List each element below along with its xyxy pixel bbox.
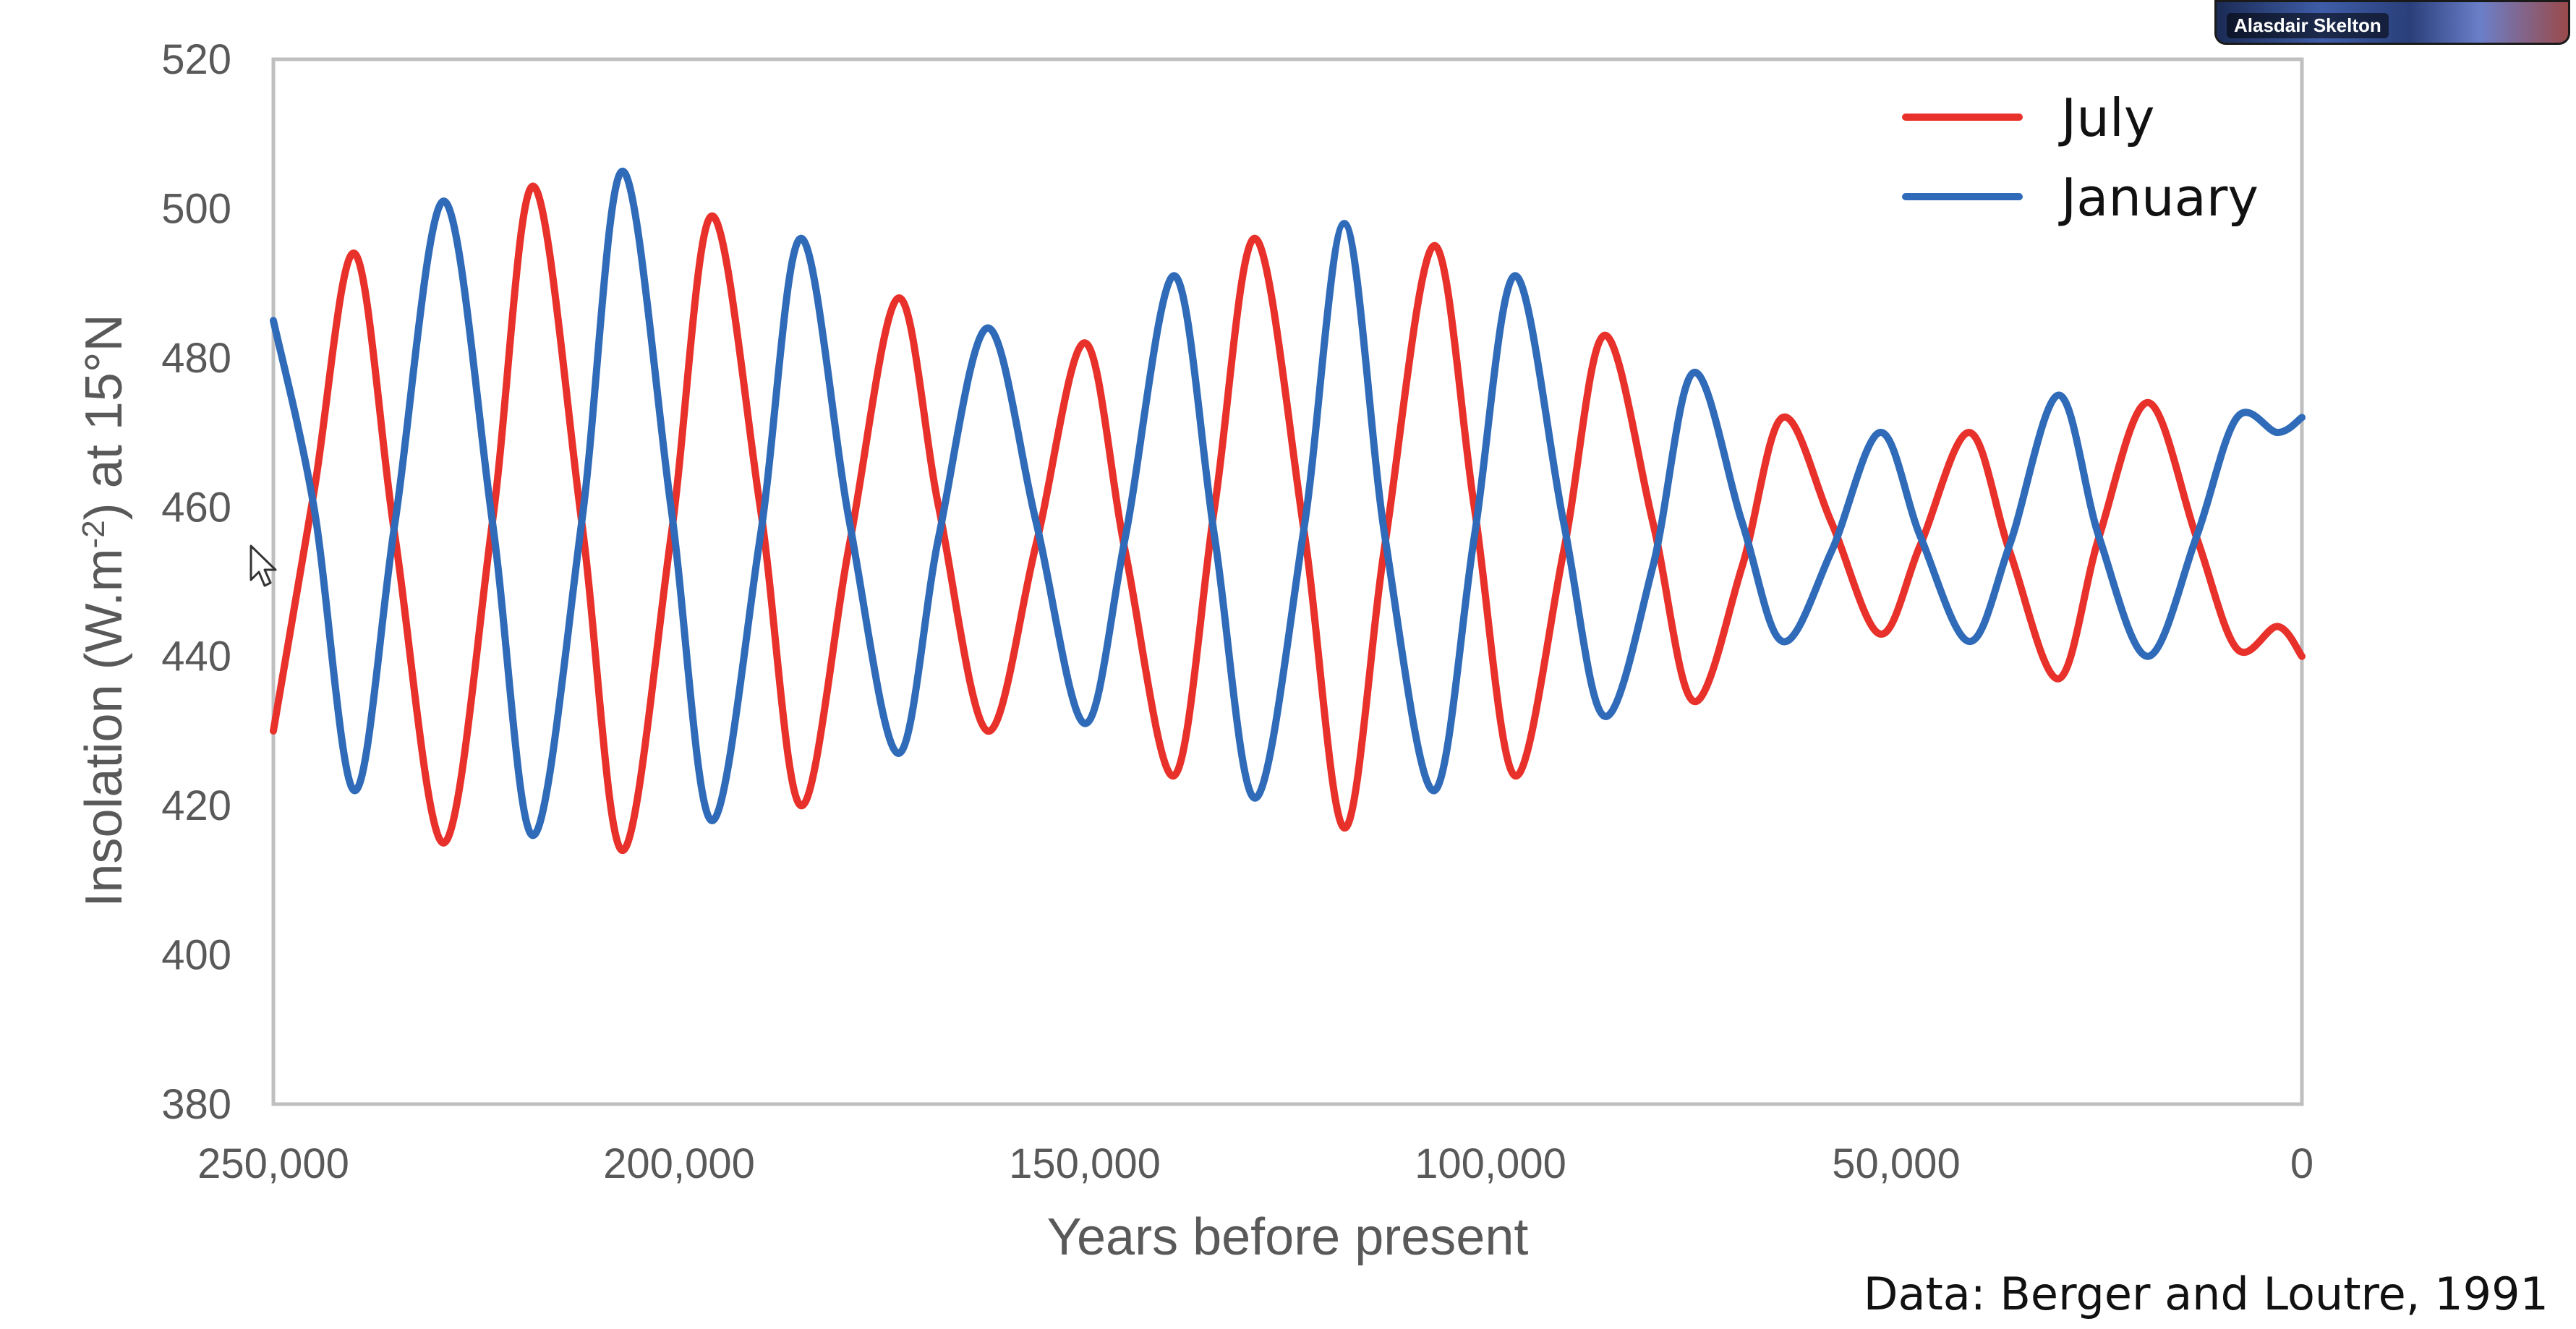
x-tick-label: 0 xyxy=(2290,1140,2313,1187)
x-tick-label: 200,000 xyxy=(603,1140,755,1187)
legend-label-july: July xyxy=(2058,87,2154,148)
legend-label-january: January xyxy=(2058,167,2259,228)
y-tick-labels: 380 400 420 440 460 480 500 520 xyxy=(161,36,231,1128)
y-tick-label: 480 xyxy=(161,335,231,382)
y-tick-label: 440 xyxy=(161,633,231,680)
video-participant-tile[interactable]: Alasdair Skelton xyxy=(2214,0,2570,45)
y-axis-title-tail: ) at 15°N xyxy=(75,314,133,520)
y-tick-label: 520 xyxy=(161,36,231,83)
y-tick-label: 400 xyxy=(161,932,231,979)
participant-name-label: Alasdair Skelton xyxy=(2227,13,2389,38)
y-tick-label: 460 xyxy=(161,484,231,531)
x-tick-label: 250,000 xyxy=(197,1140,349,1187)
legend: July January xyxy=(1902,87,2259,228)
series-line-january xyxy=(270,167,2306,839)
y-tick-label: 380 xyxy=(161,1081,231,1128)
series-line-july xyxy=(270,182,2306,855)
y-tick-label: 500 xyxy=(161,185,231,232)
data-source-note: Data: Berger and Loutre, 1991 xyxy=(1863,1268,2549,1320)
plot-area-frame xyxy=(271,57,2304,1106)
x-tick-label: 100,000 xyxy=(1415,1140,1566,1187)
y-tick-label: 420 xyxy=(161,782,231,829)
x-tick-labels: 250,000 200,000 150,000 100,000 50,000 0 xyxy=(197,1140,2313,1187)
series-layer xyxy=(270,167,2306,855)
y-axis-title-main: Insolation (W.m xyxy=(75,548,133,907)
mouse-pointer-icon xyxy=(250,544,277,587)
y-axis-title: Insolation (W.m-2) at 15°N xyxy=(75,314,133,907)
y-axis-title-superscript: -2 xyxy=(76,520,111,548)
x-tick-label: 50,000 xyxy=(1832,1140,1960,1187)
x-axis-title: Years before present xyxy=(1047,1208,1529,1266)
x-tick-label: 150,000 xyxy=(1009,1140,1161,1187)
